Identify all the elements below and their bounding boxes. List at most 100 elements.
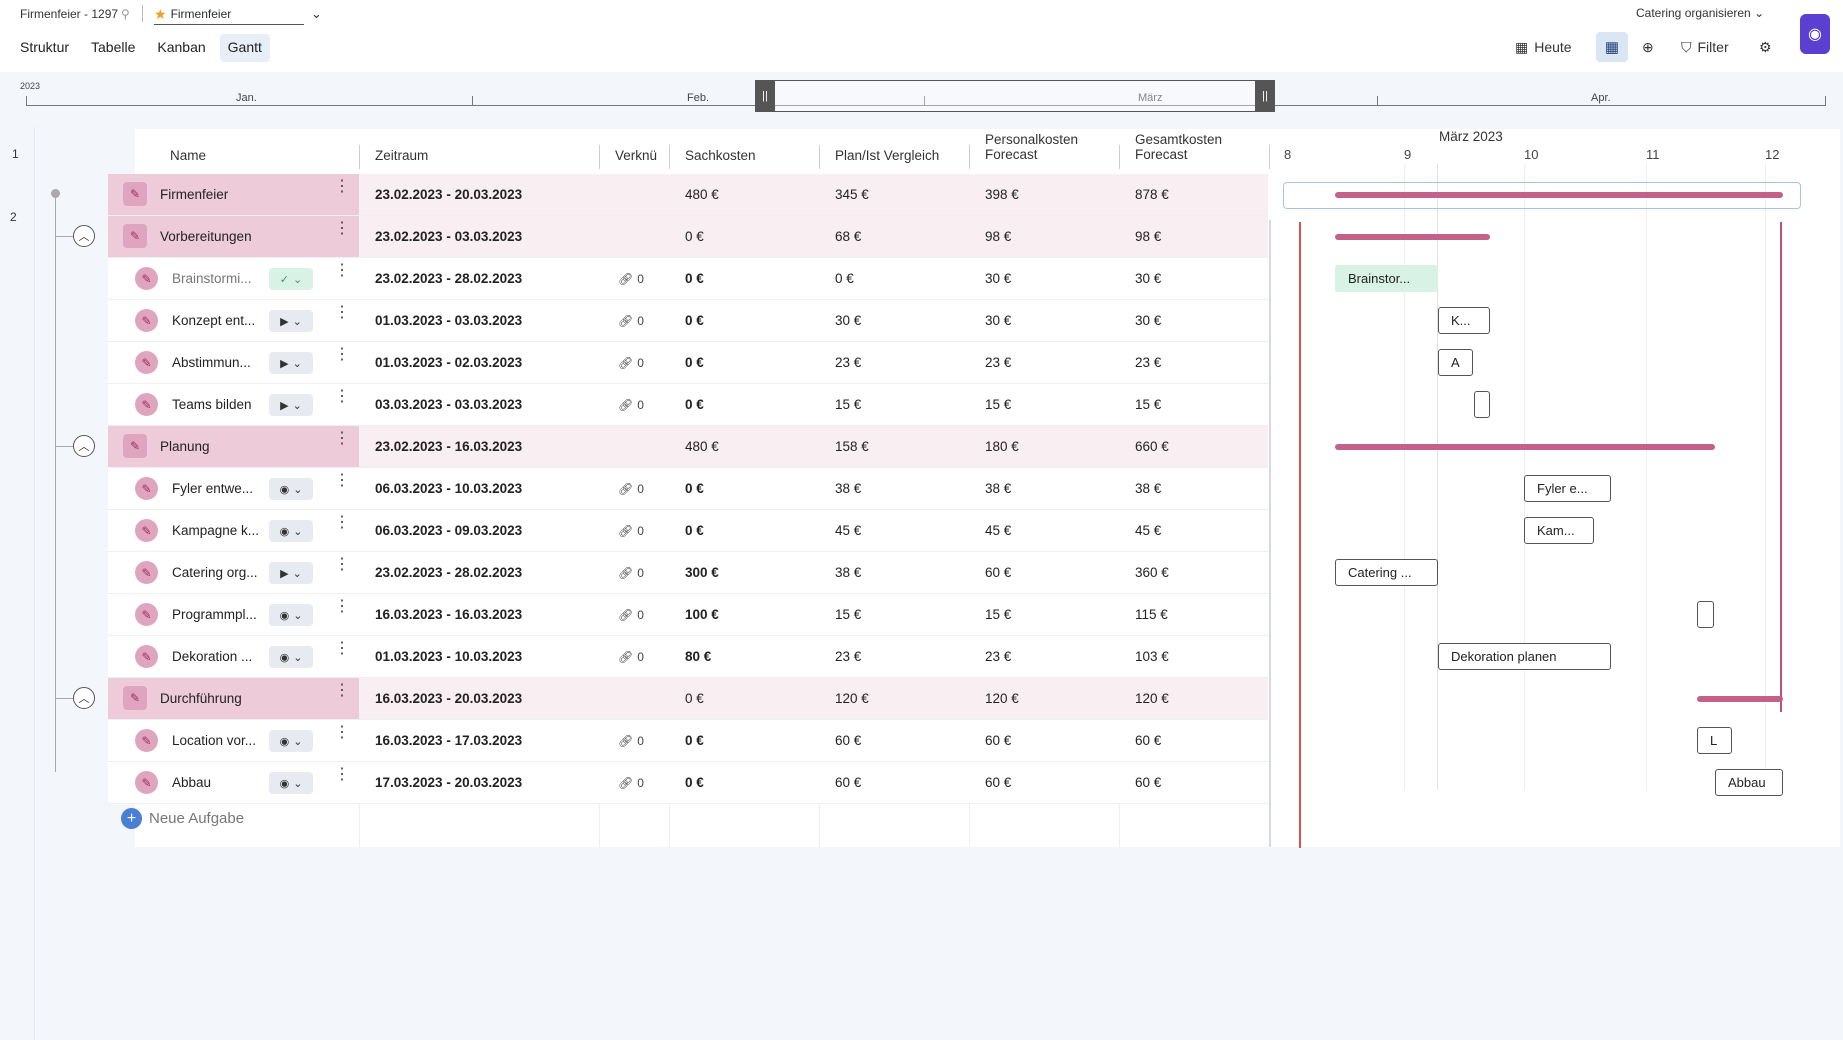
- range-handle-right[interactable]: ||: [1255, 80, 1275, 112]
- column-header-personalkosten[interactable]: Personalkosten Forecast: [985, 132, 1079, 162]
- table-row-vorbereitungen[interactable]: ✎ Vorbereitungen ⋮ 23.02.2023 - 03.03.20…: [108, 216, 1268, 258]
- link-count[interactable]: 🔗︎ 0: [618, 356, 644, 370]
- more-options-icon[interactable]: ⋮: [334, 472, 350, 489]
- column-header-name[interactable]: Name: [170, 148, 207, 163]
- status-start-button[interactable]: ▶ ⌄: [269, 562, 313, 584]
- gantt-selected-row[interactable]: [1283, 182, 1801, 209]
- status-not-started-button[interactable]: ◉ ⌄: [269, 772, 313, 794]
- row-zeitraum[interactable]: 01.03.2023 - 02.03.2023: [375, 355, 523, 370]
- row-sachkosten[interactable]: 0 €: [685, 523, 704, 538]
- gantt-bar-firmenfeier[interactable]: [1335, 192, 1783, 198]
- today-button[interactable]: ▦ Heute: [1515, 34, 1572, 60]
- tab-tabelle[interactable]: Tabelle: [91, 39, 136, 55]
- row-zeitraum[interactable]: 03.03.2023 - 03.03.2023: [375, 397, 523, 412]
- more-options-icon[interactable]: ⋮: [334, 262, 350, 279]
- more-options-icon[interactable]: ⋮: [334, 724, 350, 741]
- row-sachkosten[interactable]: 0 €: [685, 691, 704, 706]
- row-name[interactable]: Brainstormi...: [172, 271, 252, 286]
- timeline-range-selector[interactable]: || ||: [755, 80, 1275, 112]
- more-options-icon[interactable]: ⋮: [334, 179, 350, 195]
- gantt-task-kampagne[interactable]: Kam...: [1524, 517, 1594, 544]
- row-name[interactable]: Durchführung: [160, 691, 242, 706]
- edit-icon[interactable]: ✎: [135, 729, 158, 752]
- row-zeitraum[interactable]: 17.03.2023 - 20.03.2023: [375, 775, 523, 790]
- table-row[interactable]: ✎ Abbau ◉ ⌄ ⋮ 17.03.2023 - 20.03.2023 🔗︎ 0…: [108, 762, 1268, 804]
- more-options-icon[interactable]: ⋮: [334, 556, 350, 573]
- table-row[interactable]: ✎ Fyler entwe... ◉ ⌄ ⋮ 06.03.2023 - 10.03…: [108, 468, 1268, 510]
- gantt-bar-durchfuehrung[interactable]: [1697, 696, 1783, 702]
- add-button[interactable]: ⊕: [1642, 34, 1654, 60]
- edit-icon[interactable]: ✎: [135, 393, 158, 416]
- more-options-icon[interactable]: ⋮: [334, 431, 350, 447]
- table-row[interactable]: ✎ Teams bilden ▶ ⌄ ⋮ 03.03.2023 - 03.03.2…: [108, 384, 1268, 426]
- row-sachkosten[interactable]: 0 €: [685, 355, 704, 370]
- row-name[interactable]: Programmpl...: [172, 607, 257, 622]
- status-start-button[interactable]: ▶ ⌄: [269, 352, 313, 374]
- row-zeitraum[interactable]: 23.02.2023 - 28.02.2023: [375, 565, 523, 580]
- row-zeitraum[interactable]: 06.03.2023 - 10.03.2023: [375, 481, 523, 496]
- range-handle-left[interactable]: ||: [755, 80, 775, 112]
- row-name[interactable]: Catering org...: [172, 565, 258, 580]
- filter-button[interactable]: ⛉ Filter: [1681, 34, 1729, 60]
- column-header-sachkosten[interactable]: Sachkosten: [685, 148, 756, 163]
- column-header-plan-ist[interactable]: Plan/Ist Vergleich: [835, 148, 940, 163]
- edit-icon[interactable]: ✎: [135, 267, 158, 290]
- link-count[interactable]: 🔗︎ 0: [618, 650, 644, 664]
- row-name[interactable]: Fyler entwe...: [172, 481, 254, 496]
- project-select[interactable]: ★ Firmenfeier: [154, 4, 304, 25]
- gantt-bar-planung[interactable]: [1335, 444, 1715, 450]
- status-not-started-button[interactable]: ◉ ⌄: [269, 478, 313, 500]
- row-zeitraum[interactable]: 06.03.2023 - 09.03.2023: [375, 523, 523, 538]
- row-name[interactable]: Firmenfeier: [160, 187, 229, 202]
- row-sachkosten[interactable]: 300 €: [685, 565, 719, 580]
- link-count[interactable]: 🔗︎ 0: [618, 776, 644, 790]
- gantt-task-programmplanung[interactable]: [1697, 601, 1714, 628]
- tab-struktur[interactable]: Struktur: [20, 39, 70, 55]
- link-count[interactable]: 🔗︎ 0: [618, 608, 644, 622]
- status-not-started-button[interactable]: ◉ ⌄: [269, 646, 313, 668]
- column-divider[interactable]: [969, 145, 970, 169]
- column-divider[interactable]: [669, 145, 670, 169]
- more-options-icon[interactable]: ⋮: [334, 514, 350, 531]
- row-name[interactable]: Vorbereitungen: [160, 229, 252, 244]
- edit-icon[interactable]: ✎: [123, 182, 147, 206]
- row-sachkosten[interactable]: 0 €: [685, 481, 704, 496]
- row-name[interactable]: Kampagne k...: [172, 523, 260, 538]
- more-options-icon[interactable]: ⋮: [334, 640, 350, 657]
- gantt-task-konzept[interactable]: K...: [1438, 307, 1490, 334]
- gantt-task-catering[interactable]: Catering ...: [1335, 559, 1438, 586]
- more-options-icon[interactable]: ⋮: [334, 388, 350, 405]
- star-icon[interactable]: ★: [154, 5, 167, 22]
- link-count[interactable]: 🔗︎ 0: [618, 272, 644, 286]
- link-count[interactable]: 🔗︎ 0: [618, 734, 644, 748]
- table-row[interactable]: ✎ Programmpl... ◉ ⌄ ⋮ 16.03.2023 - 16.03.…: [108, 594, 1268, 636]
- table-row-planung[interactable]: ✎ Planung ⋮ 23.02.2023 - 16.03.2023 480 …: [108, 426, 1268, 468]
- gantt-task-teams[interactable]: [1474, 391, 1490, 418]
- more-options-icon[interactable]: ⋮: [334, 346, 350, 363]
- row-zeitraum[interactable]: 23.02.2023 - 03.03.2023: [375, 229, 523, 244]
- row-zeitraum[interactable]: 01.03.2023 - 03.03.2023: [375, 313, 523, 328]
- row-zeitraum[interactable]: 16.03.2023 - 17.03.2023: [375, 733, 523, 748]
- link-count[interactable]: 🔗︎ 0: [618, 524, 644, 538]
- row-name[interactable]: Dekoration ...: [172, 649, 253, 664]
- link-count[interactable]: 🔗︎ 0: [618, 482, 644, 496]
- row-sachkosten[interactable]: 0 €: [685, 271, 704, 286]
- status-start-button[interactable]: ▶ ⌄: [269, 310, 313, 332]
- column-divider[interactable]: [1119, 145, 1120, 169]
- timeline-navigator[interactable]: 2023 Jan. Feb. März Apr. || ||: [0, 72, 1843, 124]
- row-zeitraum[interactable]: 23.02.2023 - 20.03.2023: [375, 187, 523, 202]
- app-logo-button[interactable]: ◉: [1800, 14, 1830, 54]
- edit-icon[interactable]: ✎: [135, 603, 158, 626]
- gantt-task-dekoration[interactable]: Dekoration planen: [1438, 643, 1611, 670]
- more-options-icon[interactable]: ⋮: [334, 221, 350, 237]
- status-start-button[interactable]: ▶ ⌄: [269, 394, 313, 416]
- more-options-icon[interactable]: ⋮: [334, 304, 350, 321]
- gantt-task-brainstorming[interactable]: Brainstor...: [1335, 265, 1438, 292]
- gantt-task-fyler[interactable]: Fyler e...: [1524, 475, 1611, 502]
- row-zeitraum[interactable]: 16.03.2023 - 20.03.2023: [375, 691, 523, 706]
- edit-icon[interactable]: ✎: [123, 224, 147, 248]
- edit-icon[interactable]: ✎: [135, 519, 158, 542]
- row-zeitraum[interactable]: 16.03.2023 - 16.03.2023: [375, 607, 523, 622]
- gantt-task-abbau[interactable]: Abbau: [1715, 769, 1783, 796]
- edit-icon[interactable]: ✎: [123, 434, 147, 458]
